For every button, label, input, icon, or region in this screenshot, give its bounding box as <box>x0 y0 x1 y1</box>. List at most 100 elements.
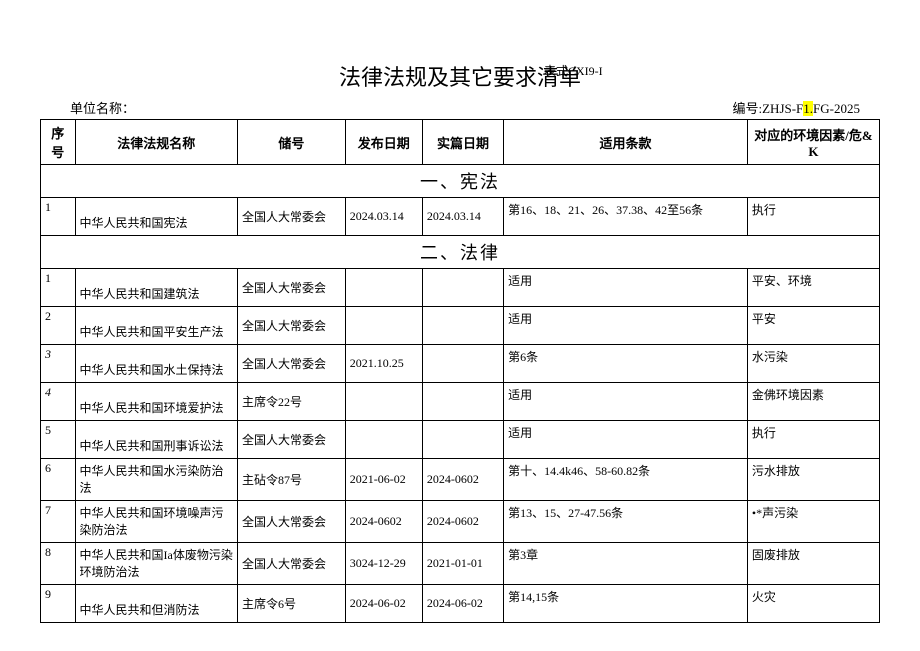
cell-dept: 全国人大常委会 <box>238 307 346 345</box>
cell-eff: 2024-0602 <box>422 459 503 501</box>
cell-clause: 第16、18、21、26、37.38、42至56条 <box>504 198 748 236</box>
meta-row: 单位名称： 编号:ZHJS-F1.FG-2025 <box>70 98 860 117</box>
table-row: 8中华人民共和国Ia体废物污染环境防治法全国人大常委会3024-12-29202… <box>41 543 880 585</box>
cell-name: 中华人民共和国水土保持法 <box>75 345 238 383</box>
doc-code-prefix: 编号:ZHJS-F <box>733 101 804 116</box>
cell-clause: 适用 <box>504 307 748 345</box>
cell-clause: 适用 <box>504 383 748 421</box>
cell-name: 中华人民共和国建筑法 <box>75 269 238 307</box>
cell-pub: 2024.03.14 <box>345 198 422 236</box>
section-row: 二、法律 <box>41 236 880 269</box>
cell-clause: 第十、14.4k46、58-60.82条 <box>504 459 748 501</box>
cell-name: 中华人民共和国环境爱护法 <box>75 383 238 421</box>
cell-eff: 2024.03.14 <box>422 198 503 236</box>
cell-clause: 第6条 <box>504 345 748 383</box>
cell-dept: 全国人大常委会 <box>238 198 346 236</box>
cell-idx: 4 <box>41 383 76 421</box>
cell-eff: 2021-01-01 <box>422 543 503 585</box>
doc-code-suffix: FG-2025 <box>813 101 860 116</box>
regulation-table: 序号 法律法规名称 储号 发布日期 实篇日期 适用条款 对应的环境因素/危&K … <box>40 119 880 623</box>
section-title: 一、宪法 <box>41 165 880 198</box>
cell-env: 平安、环境 <box>747 269 879 307</box>
cell-dept: 全国人大常委会 <box>238 501 346 543</box>
table-row: 9中华人民共和但消防法主席令6号2024-06-022024-06-02第14,… <box>41 585 880 623</box>
cell-clause: 第3章 <box>504 543 748 585</box>
cell-pub: 2021.10.25 <box>345 345 422 383</box>
table-row: 2中华人民共和国平安生产法全国人大常委会 适用平安 <box>41 307 880 345</box>
table-row: 4中华人民共和国环境爱护法主席令22号 适用金佛环境因素 <box>41 383 880 421</box>
col-idx: 序号 <box>41 120 76 165</box>
doc-code-highlight: 1. <box>803 101 813 116</box>
section-title: 二、法律 <box>41 236 880 269</box>
cell-idx: 2 <box>41 307 76 345</box>
table-row: 3中华人民共和国水土保持法全国人大常委会2021.10.25 第6条水污染 <box>41 345 880 383</box>
table-body: 一、宪法1中华人民共和国宪法全国人大常委会2024.03.142024.03.1… <box>41 165 880 623</box>
cell-idx: 3 <box>41 345 76 383</box>
cell-dept: 主席令6号 <box>238 585 346 623</box>
cell-env: 金佛环境因素 <box>747 383 879 421</box>
col-name: 法律法规名称 <box>75 120 238 165</box>
cell-name: 中华人民共和国Ia体废物污染环境防治法 <box>75 543 238 585</box>
cell-pub <box>345 383 422 421</box>
cell-pub: 2021-06-02 <box>345 459 422 501</box>
section-row: 一、宪法 <box>41 165 880 198</box>
cell-clause: 适用 <box>504 269 748 307</box>
cell-env: 污水排放 <box>747 459 879 501</box>
cell-env: 水污染 <box>747 345 879 383</box>
col-env: 对应的环境因素/危&K <box>747 120 879 165</box>
table-row: 1中华人民共和国建筑法全国人大常委会 适用平安、环境 <box>41 269 880 307</box>
doc-code: 编号:ZHJS-F1.FG-2025 <box>733 98 861 117</box>
col-eff: 实篇日期 <box>422 120 503 165</box>
cell-clause: 第14,15条 <box>504 585 748 623</box>
cell-eff: 2024-06-02 <box>422 585 503 623</box>
cell-idx: 8 <box>41 543 76 585</box>
cell-eff <box>422 383 503 421</box>
cell-env: 执行 <box>747 421 879 459</box>
cell-name: 中华人民共和国宪法 <box>75 198 238 236</box>
col-clause: 适用条款 <box>504 120 748 165</box>
cell-dept: 主砧令87号 <box>238 459 346 501</box>
cell-eff <box>422 269 503 307</box>
table-row: 6中华人民共和国水污染防治法主砧令87号2021-06-022024-0602第… <box>41 459 880 501</box>
cell-eff <box>422 345 503 383</box>
cell-clause: 第13、15、27-47.56条 <box>504 501 748 543</box>
cell-dept: 全国人大常委会 <box>238 543 346 585</box>
cell-env: 平安 <box>747 307 879 345</box>
cell-name: 中华人民共和国环境噪声污染防治法 <box>75 501 238 543</box>
cell-idx: 9 <box>41 585 76 623</box>
form-code: 表式CXI9-I <box>544 62 603 79</box>
cell-dept: 全国人大常委会 <box>238 269 346 307</box>
header-row: 法律法规及其它要求清单 表式CXI9-I <box>40 60 880 92</box>
cell-eff <box>422 421 503 459</box>
cell-env: •*声污染 <box>747 501 879 543</box>
cell-eff: 2024-0602 <box>422 501 503 543</box>
cell-pub <box>345 421 422 459</box>
cell-name: 中华人民共和国刑事诉讼法 <box>75 421 238 459</box>
cell-idx: 1 <box>41 269 76 307</box>
table-row: 5中华人民共和国刑事诉讼法全国人大常委会 适用执行 <box>41 421 880 459</box>
col-dept: 储号 <box>238 120 346 165</box>
cell-pub: 3024-12-29 <box>345 543 422 585</box>
unit-label: 单位名称： <box>70 98 135 117</box>
cell-dept: 全国人大常委会 <box>238 421 346 459</box>
cell-idx: 5 <box>41 421 76 459</box>
cell-idx: 7 <box>41 501 76 543</box>
cell-dept: 主席令22号 <box>238 383 346 421</box>
table-header-row: 序号 法律法规名称 储号 发布日期 实篇日期 适用条款 对应的环境因素/危&K <box>41 120 880 165</box>
cell-name: 中华人民共和国平安生产法 <box>75 307 238 345</box>
cell-name: 中华人民共和但消防法 <box>75 585 238 623</box>
table-row: 7中华人民共和国环境噪声污染防治法全国人大常委会2024-06022024-06… <box>41 501 880 543</box>
cell-env: 固废排放 <box>747 543 879 585</box>
cell-clause: 适用 <box>504 421 748 459</box>
cell-pub <box>345 269 422 307</box>
cell-eff <box>422 307 503 345</box>
cell-pub: 2024-0602 <box>345 501 422 543</box>
cell-dept: 全国人大常委会 <box>238 345 346 383</box>
cell-env: 火灾 <box>747 585 879 623</box>
cell-pub: 2024-06-02 <box>345 585 422 623</box>
cell-idx: 1 <box>41 198 76 236</box>
cell-pub <box>345 307 422 345</box>
cell-env: 执行 <box>747 198 879 236</box>
cell-name: 中华人民共和国水污染防治法 <box>75 459 238 501</box>
col-pub: 发布日期 <box>345 120 422 165</box>
